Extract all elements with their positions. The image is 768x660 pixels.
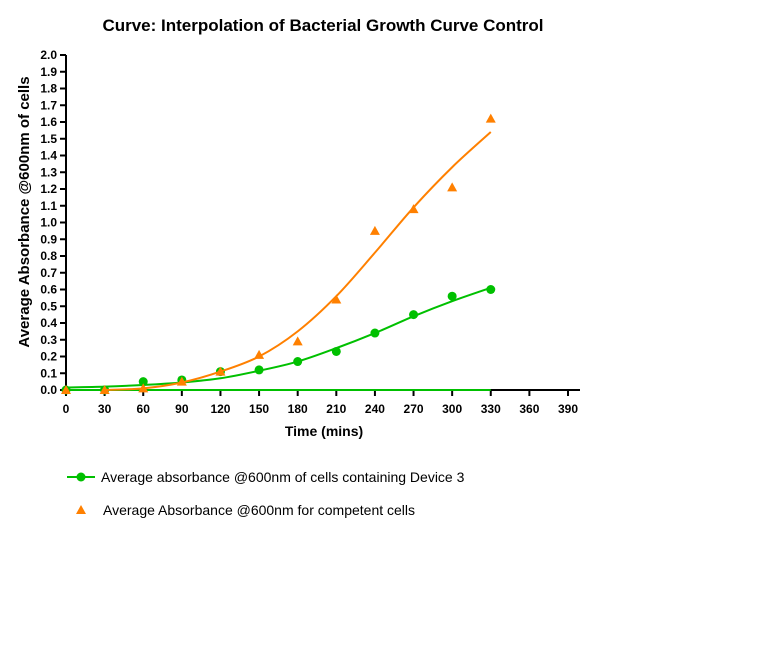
x-axis-label: Time (mins): [285, 423, 363, 439]
legend-label-competent: Average Absorbance @600nm for competent …: [103, 502, 415, 518]
x-tick-label: 330: [481, 402, 501, 416]
y-tick-label: 0.4: [40, 316, 57, 330]
y-tick-label: 1.7: [40, 98, 57, 112]
y-axis-label: Average Absorbance @600nm of cells: [16, 76, 33, 347]
y-tick-label: 0.2: [40, 350, 57, 364]
y-tick-label: 0.3: [40, 333, 57, 347]
y-tick-label: 0.0: [40, 383, 57, 397]
data-point-competent: [331, 294, 342, 304]
x-tick-label: 300: [442, 402, 462, 416]
data-point-competent: [254, 349, 265, 359]
data-point-device3: [409, 310, 419, 320]
y-tick-label: 1.8: [40, 82, 57, 96]
data-point-device3: [370, 328, 380, 338]
data-point-competent: [99, 385, 110, 394]
legend: Average absorbance @600nm of cells conta…: [67, 469, 465, 518]
y-tick-label: 1.6: [40, 115, 57, 129]
y-tick-label: 1.4: [40, 149, 57, 163]
x-tick-label: 90: [175, 402, 189, 416]
data-point-competent: [369, 225, 380, 235]
y-tick-label: 0.5: [40, 299, 57, 313]
x-tick-label: 360: [519, 402, 539, 416]
x-tick-label: 60: [137, 402, 151, 416]
data-point-competent: [292, 336, 303, 346]
chart-title: Curve: Interpolation of Bacterial Growth…: [102, 16, 543, 35]
y-tick-label: 1.5: [40, 132, 57, 146]
data-point-competent: [447, 182, 458, 192]
y-tick-label: 2.0: [40, 48, 57, 62]
x-tick-label: 210: [326, 402, 346, 416]
data-point-competent: [61, 385, 71, 394]
data-point-device3: [486, 285, 496, 294]
x-tick-label: 390: [558, 402, 578, 416]
data-point-competent: [138, 383, 149, 393]
data-point-competent: [408, 204, 419, 214]
legend-marker-competent: [76, 505, 86, 514]
data-point-device3: [254, 365, 264, 375]
y-tick-label: 0.8: [40, 249, 57, 263]
legend-marker-device3: [76, 472, 86, 482]
x-tick-label: 120: [210, 402, 230, 416]
y-tick-label: 1.2: [40, 182, 57, 196]
data-point-competent: [485, 113, 496, 123]
fit-curve-0: [65, 286, 492, 389]
x-tick-label: 0: [63, 402, 70, 416]
y-tick-label: 0.1: [40, 366, 57, 380]
y-tick-label: 1.0: [40, 216, 57, 230]
data-point-device3: [331, 346, 341, 356]
x-tick-label: 30: [98, 402, 112, 416]
y-tick-label: 0.7: [40, 266, 57, 280]
y-tick-label: 0.6: [40, 283, 57, 297]
x-tick-label: 180: [288, 402, 308, 416]
data-point-competent: [215, 366, 226, 376]
x-tick-label: 270: [404, 402, 424, 416]
data-point-device3: [447, 291, 457, 301]
data-point-device3: [293, 357, 303, 367]
y-tick-label: 1.3: [40, 165, 57, 179]
fit-curve-1: [104, 131, 492, 391]
y-tick-label: 1.1: [40, 199, 57, 213]
data-point-device3: [138, 377, 148, 387]
legend-label-device3: Average absorbance @600nm of cells conta…: [101, 469, 465, 485]
y-tick-label: 1.9: [40, 65, 57, 79]
data-point-competent: [176, 376, 187, 386]
x-tick-label: 150: [249, 402, 269, 416]
y-tick-label: 0.9: [40, 232, 57, 246]
x-tick-label: 240: [365, 402, 385, 416]
